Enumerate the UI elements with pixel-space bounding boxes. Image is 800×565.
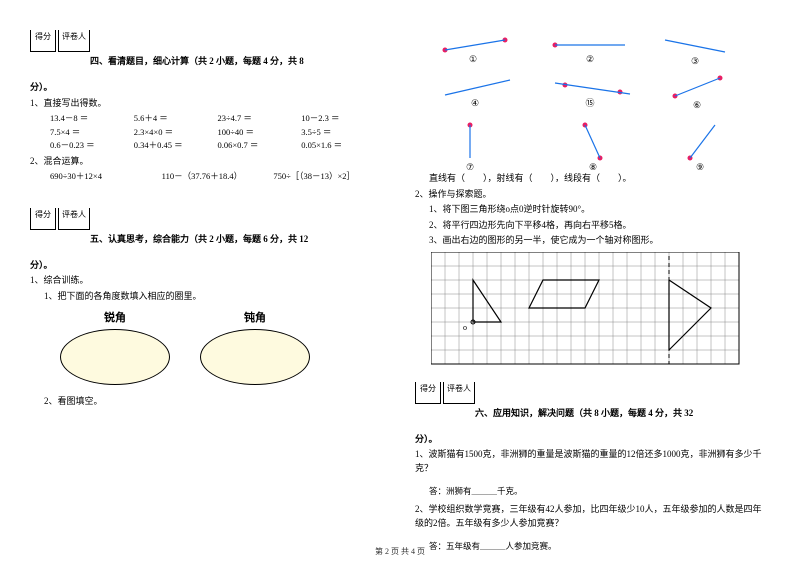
section-5-title: 五、认真思考，综合能力（共 2 小题，每题 6 分，共 12 (90, 232, 385, 245)
oval-acute-wrap: 锐角 (60, 309, 170, 385)
s6-a1: 答：洲狮有＿＿＿千克。 (429, 485, 770, 497)
fig-label-7: ⑦ (466, 162, 474, 170)
explore-i1: 1、将下图三角形绕o点0逆时针旋转90°。 (429, 203, 770, 217)
ovals-row: 锐角 钝角 (60, 309, 385, 385)
s5-p1: 1、综合训练。 (30, 274, 385, 288)
oval-obtuse (200, 329, 310, 385)
calc-row-2: 7.5×4 ＝ 2.3×4×0 ＝ 100÷40 ＝ 3.5÷5 ＝ (50, 126, 385, 140)
page-footer: 第 2 页 共 4 页 (0, 546, 800, 557)
fig-label-5: ⑮ (585, 98, 594, 108)
calc-3-1: 0.6－0.23 ＝ (50, 139, 134, 153)
marker-cell: 评卷人 (58, 30, 90, 52)
fig-label-3: ③ (691, 56, 699, 66)
calc-row-4: 690÷30＋12×4 110－（37.76＋18.4） 750÷［（38－13… (50, 170, 385, 184)
section-6-tail: 分）。 (415, 433, 770, 447)
left-column: 得分 评卷人 四、看清题目，细心计算（共 2 小题，每题 4 分，共 8 分）。… (30, 30, 385, 540)
score-box-5: 得分 评卷人 (30, 208, 385, 230)
fig-label-2: ② (586, 54, 594, 64)
calc-2-4: 3.5÷5 ＝ (301, 126, 385, 140)
explore-i3: 3、画出右边的图形的另一半，使它成为一个轴对称图形。 (429, 234, 770, 248)
oval-obtuse-wrap: 钝角 (200, 309, 310, 385)
calc-2-1: 7.5×4 ＝ (50, 126, 134, 140)
calc-3-3: 0.06×0.7 ＝ (218, 139, 302, 153)
s4-p1: 1、直接写出得数。 (30, 97, 385, 111)
section-4-tail: 分）。 (30, 81, 385, 95)
marker-cell: 评卷人 (58, 208, 90, 230)
svg-text:o: o (463, 323, 467, 332)
lines-figure: ① ② ③ ④ ⑮ ⑥ (415, 30, 755, 170)
section-5-tail: 分）。 (30, 259, 385, 273)
s5-p1-1: 1、把下面的各角度数填入相应的圈里。 (44, 290, 385, 304)
calc-4-2: 110－（37.76＋18.4） (162, 170, 274, 184)
oval-obtuse-label: 钝角 (200, 309, 310, 325)
calc-3-2: 0.34＋0.45 ＝ (134, 139, 218, 153)
figures-caption: 直线有（ ），射线有（ ），线段有（ ）。 (429, 172, 770, 186)
calc-4-1: 690÷30＋12×4 (50, 170, 162, 184)
calc-1-2: 5.6＋4 ＝ (134, 112, 218, 126)
s6-q2: 2、学校组织数学竞赛，三年级有42人参加，比四年级少10人，五年级参加的人数是四… (415, 503, 770, 530)
fig-label-4: ④ (471, 98, 479, 108)
page-content: 得分 评卷人 四、看清题目，细心计算（共 2 小题，每题 4 分，共 8 分）。… (0, 0, 800, 540)
calc-4-3: 750÷［（38－13）×2］ (273, 170, 385, 184)
score-box-6: 得分 评卷人 (415, 382, 770, 404)
s4-p2: 2、混合运算。 (30, 155, 385, 169)
score-cell: 得分 (30, 208, 56, 230)
calc-2-3: 100÷40 ＝ (218, 126, 302, 140)
score-box-4: 得分 评卷人 (30, 30, 385, 52)
score-cell: 得分 (415, 382, 441, 404)
grid-figure: o (431, 252, 743, 368)
calc-row-3: 0.6－0.23 ＝ 0.34＋0.45 ＝ 0.06×0.7 ＝ 0.05×1… (50, 139, 385, 153)
calc-row-1: 13.4－8 ＝ 5.6＋4 ＝ 23÷4.7 ＝ 10－2.3 ＝ (50, 112, 385, 126)
fig-label-1: ① (469, 54, 477, 64)
fig-label-6: ⑥ (693, 100, 701, 110)
fig-label-9: ⑨ (696, 162, 704, 170)
s5-p2: 2、看图填空。 (44, 395, 385, 409)
explore-i2: 2、将平行四边形先向下平移4格，再向右平移5格。 (429, 219, 770, 233)
right-column: ① ② ③ ④ ⑮ ⑥ (415, 30, 770, 540)
marker-cell: 评卷人 (443, 382, 475, 404)
section-4-title: 四、看清题目，细心计算（共 2 小题，每题 4 分，共 8 (90, 54, 385, 67)
calc-2-2: 2.3×4×0 ＝ (134, 126, 218, 140)
oval-acute (60, 329, 170, 385)
calc-1-1: 13.4－8 ＝ (50, 112, 134, 126)
calc-3-4: 0.05×1.6 ＝ (301, 139, 385, 153)
calc-1-3: 23÷4.7 ＝ (218, 112, 302, 126)
score-cell: 得分 (30, 30, 56, 52)
section-6-title: 六、应用知识，解决问题（共 8 小题，每题 4 分，共 32 (475, 406, 770, 419)
oval-acute-label: 锐角 (60, 309, 170, 325)
fig-label-8: ⑧ (589, 162, 597, 170)
calc-1-4: 10－2.3 ＝ (301, 112, 385, 126)
explore-p2: 2、操作与探索题。 (415, 188, 770, 202)
s6-q1: 1、波斯猫有1500克，非洲狮的重量是波斯猫的重量的12倍还多1000克，非洲狮… (415, 448, 770, 475)
